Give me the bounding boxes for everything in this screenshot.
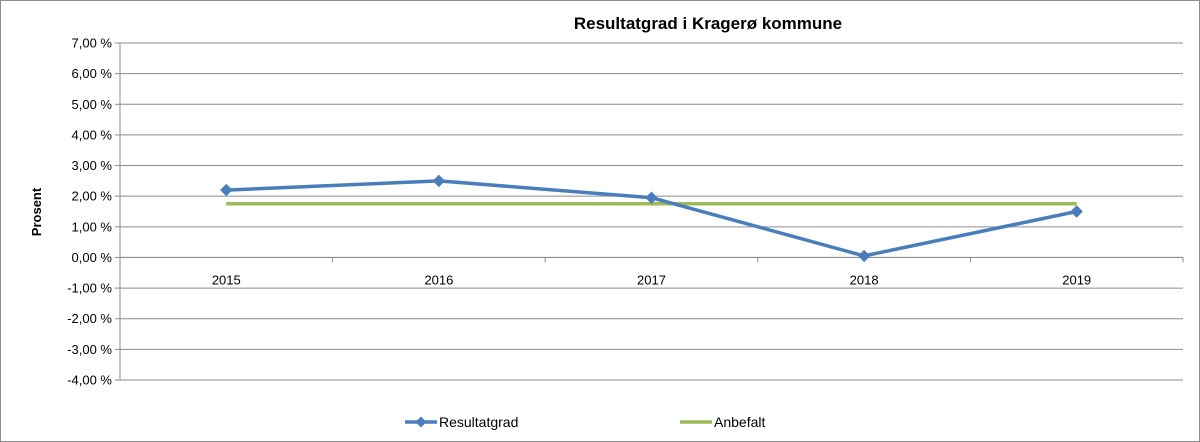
series-layer (220, 174, 1083, 263)
y-tick-label: 6,00 % (72, 66, 113, 81)
gridlines (120, 42, 1183, 381)
x-tick-label: 2015 (212, 272, 241, 287)
x-tick-label: 2017 (637, 272, 666, 287)
data-point-resultatgrad (645, 191, 658, 204)
y-tick-label: 5,00 % (72, 97, 113, 112)
legend-item-anbefalt: Anbefalt (680, 414, 765, 430)
y-tick-label: 7,00 % (72, 36, 113, 51)
y-tick-label: 4,00 % (72, 127, 113, 142)
x-tick-label: 2019 (1062, 272, 1091, 287)
y-tick-label: 3,00 % (72, 158, 113, 173)
data-point-resultatgrad (857, 249, 871, 263)
y-axis-ticks: 7,00 % 6,00 % 5,00 % 4,00 % 3,00 % 2,00 % 1,00… (67, 36, 121, 388)
y-tick-label: -1,00 % (67, 281, 112, 296)
y-tick-label: -4,00 % (67, 373, 112, 388)
legend-item-resultatgrad: Resultatgrad (405, 414, 518, 430)
legend: Resultatgrad Anbefalt (405, 414, 765, 430)
x-axis: 2015 2016 2017 2018 2019 (119, 256, 1184, 287)
y-tick-label: -3,00 % (67, 342, 112, 357)
y-tick-label: 2,00 % (72, 189, 113, 204)
data-point-resultatgrad (1070, 205, 1083, 218)
y-tick-label: -2,00 % (67, 311, 112, 326)
chart-title: Resultatgrad i Kragerø kommune (574, 14, 842, 33)
y-axis-label: Prosent (29, 187, 44, 236)
legend-marker (415, 416, 427, 428)
x-tick-label: 2018 (850, 272, 879, 287)
x-tick-label: 2016 (424, 272, 453, 287)
y-tick-label: 1,00 % (72, 219, 113, 234)
data-point-resultatgrad (220, 183, 233, 197)
legend-label: Anbefalt (714, 414, 765, 430)
legend-label: Resultatgrad (439, 414, 518, 430)
data-point-resultatgrad (432, 174, 446, 188)
y-tick-label: 0,00 % (72, 250, 113, 265)
